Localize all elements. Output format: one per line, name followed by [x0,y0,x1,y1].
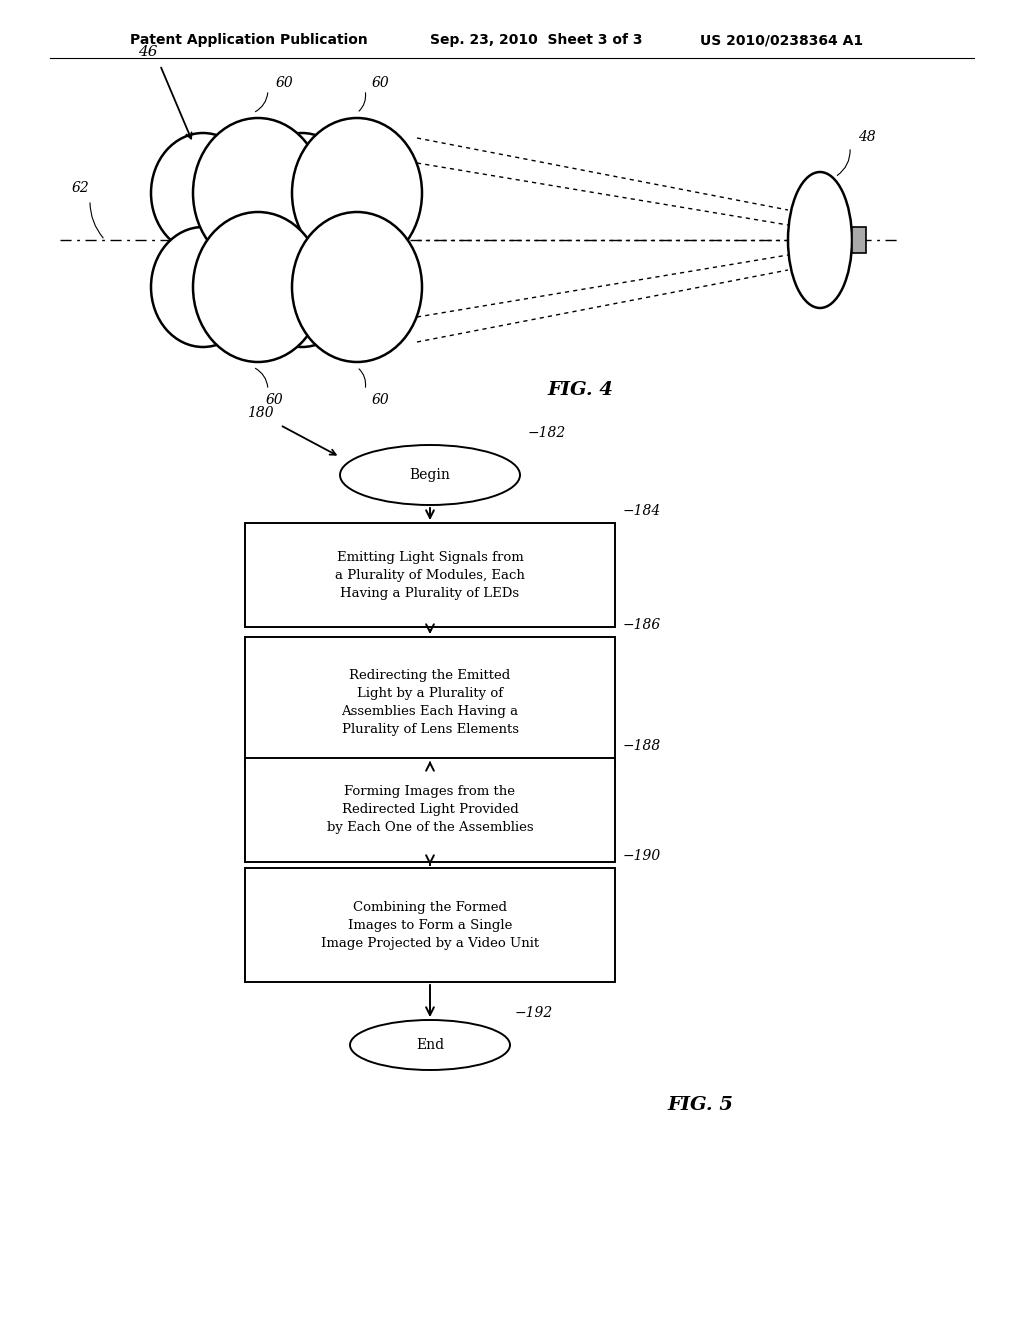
Ellipse shape [193,117,323,268]
Text: 60: 60 [372,393,390,407]
Text: Redirecting the Emitted
Light by a Plurality of
Assemblies Each Having a
Plurali: Redirecting the Emitted Light by a Plura… [341,668,518,735]
Text: Emitting Light Signals from
a Plurality of Modules, Each
Having a Plurality of L: Emitting Light Signals from a Plurality … [335,550,525,599]
Ellipse shape [250,227,354,347]
Ellipse shape [151,227,255,347]
Text: FIG. 5: FIG. 5 [667,1096,733,1114]
Text: Combining the Formed
Images to Form a Single
Image Projected by a Video Unit: Combining the Formed Images to Form a Si… [321,900,539,949]
Text: −184: −184 [623,504,662,517]
Ellipse shape [340,445,520,506]
Bar [245,758,615,862]
Text: −188: −188 [623,739,662,752]
Text: FIG. 4: FIG. 4 [547,381,613,399]
Text: 46: 46 [138,45,158,59]
Text: 60: 60 [266,393,284,407]
Text: End: End [416,1038,444,1052]
Bar [245,869,615,982]
Text: −192: −192 [515,1006,553,1020]
Text: 60: 60 [276,77,294,90]
Text: 48: 48 [858,129,876,144]
Text: Patent Application Publication: Patent Application Publication [130,33,368,48]
Bar [245,638,615,767]
Ellipse shape [193,213,323,362]
Ellipse shape [292,117,422,268]
Ellipse shape [292,213,422,362]
Text: −190: −190 [623,849,662,863]
Text: −182: −182 [528,426,566,440]
Ellipse shape [788,172,852,308]
Text: 62: 62 [71,181,89,195]
Text: −186: −186 [623,618,662,632]
Text: US 2010/0238364 A1: US 2010/0238364 A1 [700,33,863,48]
Text: 60: 60 [372,77,390,90]
Bar [852,227,866,253]
Bar [245,523,615,627]
Ellipse shape [151,133,255,253]
Ellipse shape [250,133,354,253]
Text: 180: 180 [247,407,273,420]
Ellipse shape [350,1020,510,1071]
Text: Sep. 23, 2010  Sheet 3 of 3: Sep. 23, 2010 Sheet 3 of 3 [430,33,642,48]
Text: Forming Images from the
Redirected Light Provided
by Each One of the Assemblies: Forming Images from the Redirected Light… [327,785,534,834]
Text: Begin: Begin [410,469,451,482]
